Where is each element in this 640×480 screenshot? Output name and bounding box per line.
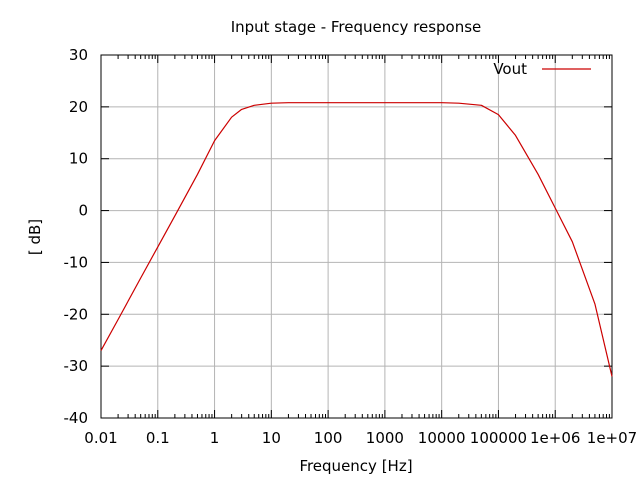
y-tick-label: 20: [69, 98, 88, 116]
series-layer: [100, 102, 613, 377]
y-tick-label: -30: [64, 357, 89, 375]
y-tick-label: -20: [64, 305, 89, 323]
grid-lines: [101, 55, 612, 418]
legend-label-vout: Vout: [493, 60, 527, 78]
y-tick-label: 10: [69, 150, 88, 168]
x-tick-label: 100000: [470, 429, 527, 447]
y-tick-label: 0: [78, 202, 88, 220]
x-tick-label: 10: [262, 429, 281, 447]
x-tick-label: 1: [210, 429, 220, 447]
x-tick-label: 1e+06: [530, 429, 580, 447]
y-tick-label: -40: [64, 409, 89, 427]
x-tick-label: 0.01: [84, 429, 117, 447]
x-tick-label: 10000: [418, 429, 466, 447]
x-tick-label: 1e+07: [587, 429, 637, 447]
plot-frame: [100, 54, 613, 419]
x-axis: 0.01 0.1 1 10 100 1000 10000 100000 1e+06 1e+07: [84, 55, 637, 447]
y-tick-label: -10: [64, 253, 89, 271]
y-axis: 30 20 10 0 -10 -20 -30 -40: [64, 46, 612, 427]
chart-title: Input stage - Frequency response: [231, 18, 482, 36]
x-axis-label: Frequency [Hz]: [299, 457, 412, 475]
legend: Vout: [493, 60, 591, 78]
x-tick-label: 0.1: [146, 429, 170, 447]
y-tick-label: 30: [69, 46, 88, 64]
series-line-vout: [100, 102, 613, 377]
x-tick-label: 1000: [366, 429, 404, 447]
x-tick-label: 100: [314, 429, 343, 447]
y-axis-label: [ dB]: [26, 219, 44, 255]
